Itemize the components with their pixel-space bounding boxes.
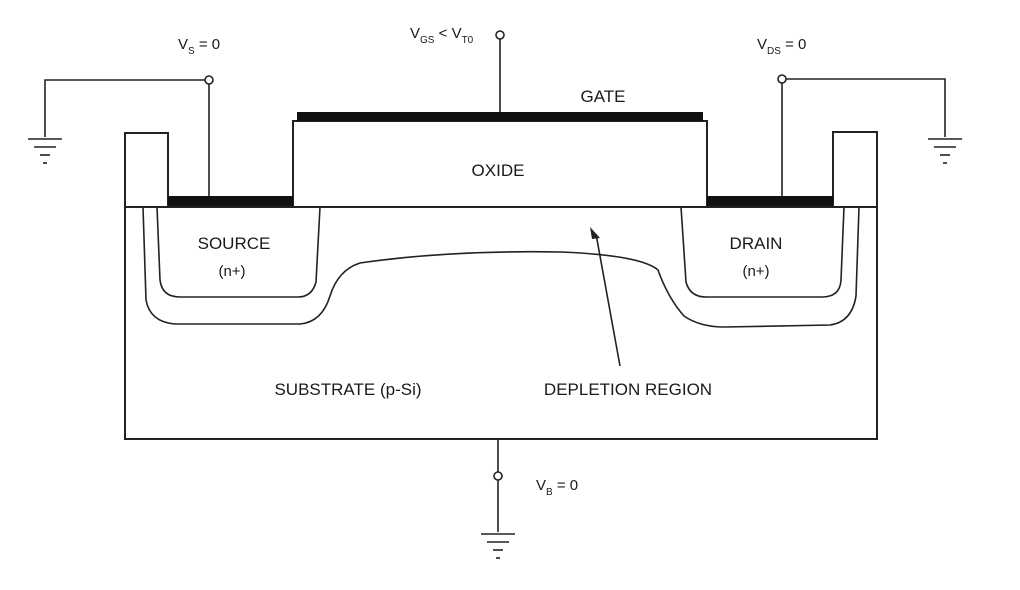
left-field-oxide xyxy=(124,132,169,208)
oxide-label: OXIDE xyxy=(472,161,525,180)
source-label: SOURCE xyxy=(198,234,271,253)
gate-electrode xyxy=(297,112,703,121)
vds-label: VDS = 0 xyxy=(757,36,806,57)
depletion-region-label: DEPLETION REGION xyxy=(544,380,712,399)
source-region xyxy=(156,206,321,298)
source-ground-symbol xyxy=(28,138,62,164)
drain-type-label: (n+) xyxy=(742,263,769,280)
source-ground-wire xyxy=(44,79,205,137)
substrate-label: SUBSTRATE (p-Si) xyxy=(274,380,421,399)
source-contact xyxy=(168,196,293,206)
depletion-boundary xyxy=(142,206,860,328)
body-ground-symbol xyxy=(481,533,515,559)
body-terminal-node xyxy=(493,471,503,481)
drain-terminal-node xyxy=(777,74,787,84)
source-type-label: (n+) xyxy=(218,263,245,280)
drain-contact xyxy=(707,196,833,206)
drain-ground-wire xyxy=(786,78,946,137)
source-terminal-node xyxy=(204,75,214,85)
vs-label: VS = 0 xyxy=(178,36,220,57)
drain-ground-symbol xyxy=(928,138,962,164)
depletion-arrow-shaft xyxy=(595,233,621,367)
drain-region xyxy=(680,206,845,298)
vgs-label: VGS < VT0 xyxy=(410,25,474,46)
gate-terminal-node xyxy=(495,30,505,40)
drain-label: DRAIN xyxy=(730,234,783,253)
gate-label: GATE xyxy=(580,87,625,106)
vb-label: VB = 0 xyxy=(536,477,578,498)
right-field-oxide xyxy=(832,131,878,208)
depletion-arrow-head xyxy=(590,227,600,239)
